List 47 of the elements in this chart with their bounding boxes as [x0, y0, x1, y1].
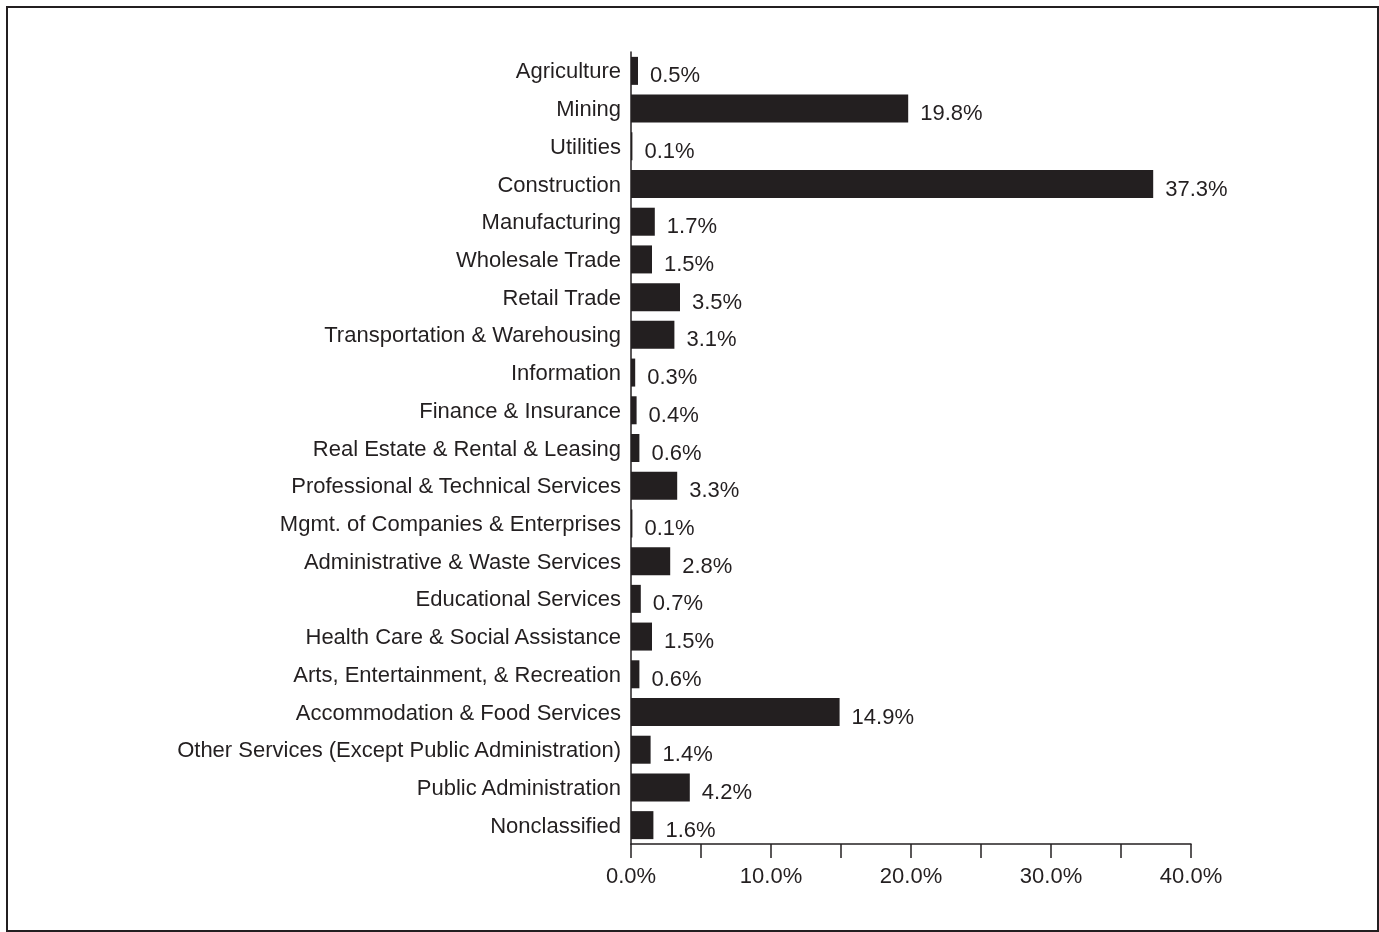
- x-tick-label: 0.0%: [605, 862, 657, 888]
- x-tick-label: 20.0%: [879, 862, 943, 888]
- y-tick-label: Health Care & Social Assistance: [305, 624, 621, 650]
- x-tick-label: 30.0%: [1019, 862, 1083, 888]
- data-label: 3.3%: [689, 477, 740, 503]
- y-tick-label: Finance & Insurance: [419, 397, 621, 423]
- y-tick-label: Mining: [556, 96, 621, 122]
- y-tick-label: Nonclassified: [490, 812, 621, 838]
- y-tick-label: Mgmt. of Companies & Enterprises: [279, 510, 621, 536]
- data-label: 1.6%: [665, 816, 716, 842]
- y-tick-label: Wholesale Trade: [455, 246, 621, 272]
- data-label: 0.6%: [651, 665, 702, 691]
- data-label: 0.5%: [650, 62, 701, 88]
- data-label: 1.7%: [666, 213, 717, 239]
- data-label: 3.5%: [692, 288, 743, 314]
- x-tick-label: 10.0%: [739, 862, 803, 888]
- y-tick-label: Arts, Entertainment, & Recreation: [293, 661, 621, 687]
- data-label: 0.6%: [651, 439, 702, 465]
- y-tick-label: Administrative & Waste Services: [303, 548, 621, 574]
- data-label: 0.7%: [652, 590, 703, 616]
- y-tick-label: Real Estate & Rental & Leasing: [312, 435, 621, 461]
- y-tick-label: Utilities: [550, 133, 621, 159]
- data-label: 4.2%: [701, 778, 752, 804]
- data-label: 1.5%: [664, 628, 715, 654]
- y-tick-label: Transportation & Warehousing: [324, 322, 621, 348]
- data-label: 1.4%: [662, 741, 713, 767]
- data-label: 0.4%: [648, 401, 699, 427]
- data-label: 3.1%: [686, 326, 737, 352]
- y-tick-label: Educational Services: [415, 586, 621, 612]
- data-label: 0.3%: [647, 364, 698, 390]
- data-label: 19.8%: [920, 100, 983, 126]
- data-label: 2.8%: [682, 552, 733, 578]
- y-tick-label: Retail Trade: [502, 284, 621, 310]
- y-tick-label: Professional & Technical Services: [291, 473, 621, 499]
- y-tick-label: Accommodation & Food Services: [295, 699, 621, 725]
- data-label: 0.1%: [644, 137, 695, 163]
- data-label: 1.5%: [664, 250, 715, 276]
- y-tick-label: Construction: [497, 171, 621, 197]
- y-tick-label: Information: [510, 360, 621, 386]
- y-tick-label: Agriculture: [515, 58, 621, 84]
- y-tick-label: Public Administration: [416, 774, 621, 800]
- y-tick-label: Other Services (Except Public Administration): [177, 737, 621, 763]
- data-label: 14.9%: [851, 703, 914, 729]
- data-label: 0.1%: [644, 514, 695, 540]
- data-label: 37.3%: [1165, 175, 1228, 201]
- x-tick-label: 40.0%: [1159, 862, 1223, 888]
- y-tick-label: Manufacturing: [481, 209, 621, 235]
